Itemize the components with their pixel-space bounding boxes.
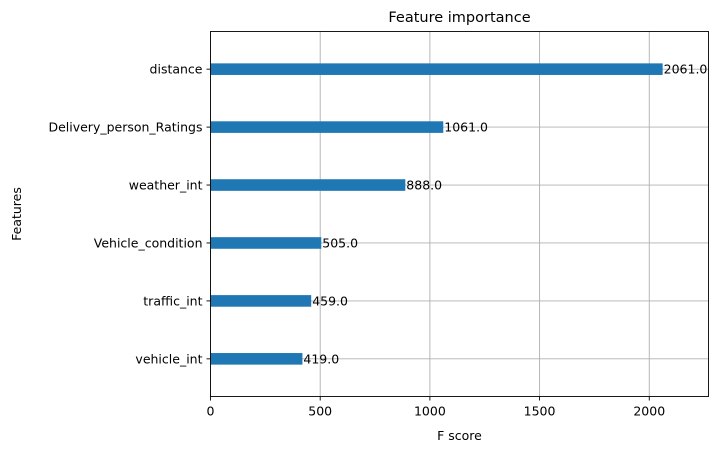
bar-traffic_int bbox=[210, 295, 312, 307]
data-label: 505.0 bbox=[322, 235, 358, 250]
y-tick-label: weather_int bbox=[129, 178, 203, 193]
y-tick-label: Delivery_person_Ratings bbox=[48, 120, 202, 135]
y-tick-label: distance bbox=[150, 62, 203, 77]
y-tick-label: vehicle_int bbox=[135, 351, 202, 366]
data-label: 459.0 bbox=[312, 293, 348, 308]
data-label: 888.0 bbox=[406, 178, 442, 193]
x-tick-label: 1500 bbox=[524, 404, 556, 419]
x-tick-label: 0 bbox=[207, 404, 215, 419]
y-axis-label: Features bbox=[9, 187, 24, 241]
bar-Vehicle_condition bbox=[210, 237, 322, 249]
x-tick-label: 500 bbox=[308, 404, 332, 419]
x-axis-label: F score bbox=[437, 428, 482, 443]
axis-ticks: 0 500 1000 1500 2000 vehicle_int traffic_int Ve… bbox=[48, 62, 665, 419]
data-label: 1061.0 bbox=[444, 120, 488, 135]
plot-frame bbox=[210, 31, 709, 397]
data-label: 419.0 bbox=[303, 351, 339, 366]
data-label: 2061.0 bbox=[664, 62, 708, 77]
x-tick-label: 1000 bbox=[414, 404, 446, 419]
x-tick-label: 2000 bbox=[633, 404, 665, 419]
bar-vehicle_int bbox=[210, 353, 303, 365]
bar-Delivery_person_Ratings bbox=[210, 121, 444, 133]
chart-title: Feature importance bbox=[388, 10, 530, 26]
y-tick-label: traffic_int bbox=[143, 293, 202, 308]
grid-lines bbox=[210, 31, 709, 397]
bar-weather_int bbox=[210, 179, 406, 191]
data-labels: 419.0 459.0 505.0 888.0 1061.0 2061.0 bbox=[303, 62, 707, 367]
bars bbox=[210, 63, 663, 365]
bar-distance bbox=[210, 63, 663, 75]
y-tick-label: Vehicle_condition bbox=[94, 235, 203, 250]
